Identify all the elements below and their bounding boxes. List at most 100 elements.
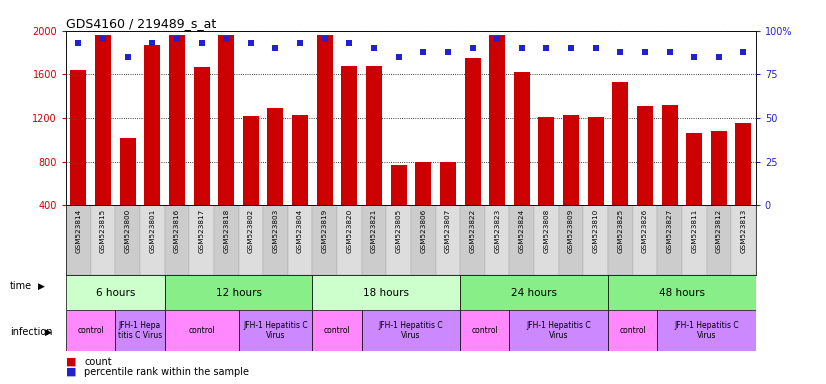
- Bar: [66, 275, 164, 310]
- Point: [268, 45, 282, 51]
- Text: GSM523806: GSM523806: [420, 209, 426, 253]
- Text: 48 hours: 48 hours: [659, 288, 705, 298]
- Bar: [633, 205, 657, 275]
- Bar: [214, 205, 239, 275]
- Bar: [164, 275, 312, 310]
- Bar: [460, 275, 608, 310]
- Point: [540, 45, 553, 51]
- Point: [614, 49, 627, 55]
- Point: [244, 40, 258, 46]
- Point: [220, 36, 233, 43]
- Text: GSM523825: GSM523825: [617, 209, 624, 253]
- Point: [392, 54, 406, 60]
- Bar: [218, 35, 235, 205]
- Text: GSM523811: GSM523811: [691, 209, 697, 253]
- Point: [145, 40, 159, 46]
- Point: [318, 36, 331, 43]
- Bar: [612, 82, 629, 205]
- Text: control: control: [620, 326, 646, 335]
- Text: GSM523800: GSM523800: [125, 209, 131, 253]
- Bar: [460, 205, 485, 275]
- Text: control: control: [324, 326, 350, 335]
- Text: GSM523818: GSM523818: [223, 209, 229, 253]
- Bar: [91, 205, 116, 275]
- Bar: [435, 205, 460, 275]
- Bar: [316, 35, 333, 205]
- Bar: [312, 310, 362, 351]
- Text: ■: ■: [66, 367, 77, 377]
- Bar: [534, 205, 558, 275]
- Text: percentile rank within the sample: percentile rank within the sample: [84, 367, 249, 377]
- Bar: [140, 205, 164, 275]
- Text: GSM523824: GSM523824: [519, 209, 525, 253]
- Bar: [489, 35, 506, 205]
- Point: [72, 40, 85, 46]
- Bar: [608, 310, 657, 351]
- Text: control: control: [188, 326, 215, 335]
- Bar: [682, 205, 706, 275]
- Text: 24 hours: 24 hours: [511, 288, 557, 298]
- Bar: [510, 310, 608, 351]
- Bar: [120, 138, 135, 205]
- Point: [687, 54, 700, 60]
- Text: GSM523807: GSM523807: [445, 209, 451, 253]
- Bar: [485, 205, 510, 275]
- Point: [121, 54, 135, 60]
- Bar: [706, 205, 731, 275]
- Point: [589, 45, 602, 51]
- Bar: [312, 275, 460, 310]
- Point: [491, 36, 504, 43]
- Bar: [362, 205, 387, 275]
- Text: GSM523822: GSM523822: [469, 209, 476, 253]
- Text: GSM523815: GSM523815: [100, 209, 106, 253]
- Text: GSM523802: GSM523802: [248, 209, 254, 253]
- Text: GSM523813: GSM523813: [740, 209, 747, 253]
- Bar: [415, 162, 431, 205]
- Text: GSM523808: GSM523808: [544, 209, 549, 253]
- Text: 12 hours: 12 hours: [216, 288, 262, 298]
- Text: 6 hours: 6 hours: [96, 288, 135, 298]
- Text: 18 hours: 18 hours: [363, 288, 410, 298]
- Bar: [292, 115, 308, 205]
- Point: [466, 45, 479, 51]
- Point: [293, 40, 306, 46]
- Bar: [387, 205, 411, 275]
- Bar: [116, 310, 164, 351]
- Bar: [341, 66, 358, 205]
- Text: JFH-1 Hepatitis C
Virus: JFH-1 Hepatitis C Virus: [378, 321, 444, 341]
- Bar: [657, 310, 756, 351]
- Point: [638, 49, 652, 55]
- Bar: [711, 131, 727, 205]
- Text: GSM523801: GSM523801: [150, 209, 155, 253]
- Text: control: control: [472, 326, 498, 335]
- Bar: [657, 205, 682, 275]
- Bar: [510, 205, 534, 275]
- Bar: [440, 162, 456, 205]
- Point: [564, 45, 577, 51]
- Bar: [287, 205, 312, 275]
- Text: GDS4160 / 219489_s_at: GDS4160 / 219489_s_at: [66, 17, 216, 30]
- Text: GSM523819: GSM523819: [321, 209, 328, 253]
- Bar: [189, 205, 214, 275]
- Bar: [239, 310, 312, 351]
- Text: GSM523826: GSM523826: [642, 209, 648, 253]
- Point: [97, 36, 110, 43]
- Bar: [268, 108, 283, 205]
- Bar: [70, 70, 87, 205]
- Text: GSM523820: GSM523820: [346, 209, 353, 253]
- Text: GSM523810: GSM523810: [593, 209, 599, 253]
- Bar: [563, 115, 579, 205]
- Bar: [464, 58, 481, 205]
- Point: [663, 49, 676, 55]
- Text: JFH-1 Hepatitis C
Virus: JFH-1 Hepatitis C Virus: [674, 321, 738, 341]
- Text: ▶: ▶: [45, 328, 51, 337]
- Bar: [731, 205, 756, 275]
- Text: GSM523821: GSM523821: [371, 209, 377, 253]
- Bar: [337, 205, 362, 275]
- Point: [368, 45, 381, 51]
- Bar: [116, 205, 140, 275]
- Bar: [66, 205, 91, 275]
- Bar: [95, 35, 111, 205]
- Bar: [193, 67, 210, 205]
- Point: [343, 40, 356, 46]
